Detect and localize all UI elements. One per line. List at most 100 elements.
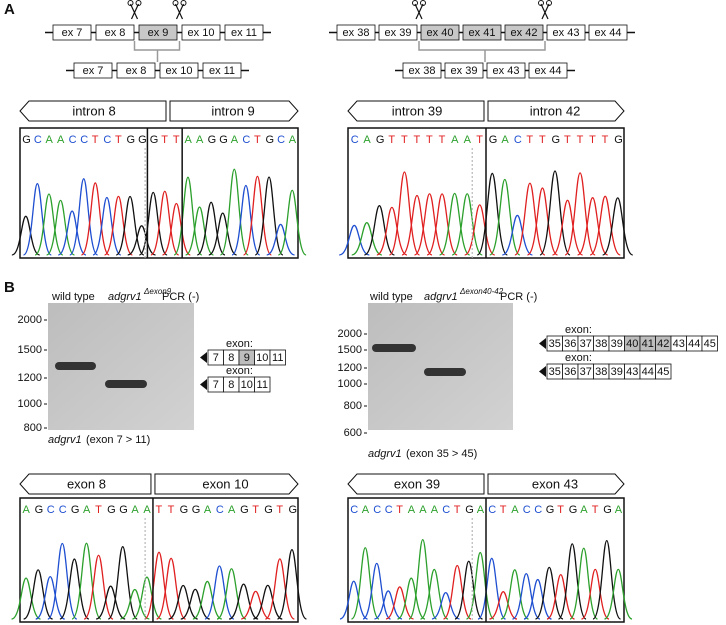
scissors	[175, 3, 185, 20]
construct-exon-label: 38	[595, 366, 607, 378]
construct-exon-label: 39	[611, 338, 623, 350]
exon-label: ex 10	[166, 65, 193, 77]
exon-label: ex 41	[469, 27, 496, 39]
scissors	[174, 3, 184, 20]
gel-image	[368, 303, 513, 430]
trace-peak	[443, 564, 472, 620]
trace-peak	[216, 568, 247, 620]
trace-peak	[228, 583, 259, 620]
construct-exon-label: 37	[580, 366, 592, 378]
exon-box	[202, 62, 242, 79]
lane-superscript: Δexon9	[143, 287, 172, 296]
region-arrow	[19, 100, 167, 122]
exon-label: ex 43	[493, 65, 520, 77]
exon-label: ex 7	[62, 27, 83, 39]
region-arrow	[347, 100, 485, 122]
trace-peak	[219, 168, 249, 256]
construct-exon-label: 11	[257, 379, 268, 391]
trace-peak	[240, 590, 271, 620]
construct-exon-label: 36	[564, 338, 576, 350]
trace-peak	[150, 190, 180, 256]
scissors	[412, 0, 418, 6]
trace-peak	[95, 585, 126, 620]
trace-peak	[57, 210, 87, 256]
trace-peak	[339, 580, 368, 620]
trace-peak	[569, 547, 599, 620]
trace-peak	[362, 562, 391, 620]
trace-peak	[602, 197, 634, 256]
trace-peak	[242, 175, 272, 256]
gel-band	[372, 344, 416, 352]
exon-box	[420, 24, 460, 41]
region-label: exon 43	[532, 476, 578, 491]
exon-label: ex 38	[343, 27, 370, 39]
exon-label: ex 8	[126, 65, 147, 77]
trace-peak	[180, 588, 210, 620]
scissors	[538, 0, 544, 6]
ladder-label: 600	[344, 427, 362, 439]
splice-link	[133, 41, 181, 51]
trace-peak	[231, 184, 261, 256]
trace-peak	[351, 222, 383, 256]
trace-peak	[465, 551, 495, 620]
trace-peak	[196, 201, 226, 256]
exon-label: ex 42	[511, 27, 538, 39]
trace-peak	[431, 591, 460, 620]
construct-exon	[655, 363, 672, 380]
exon-box	[52, 24, 92, 41]
exon-label: ex 44	[595, 27, 622, 39]
trace-peak	[155, 557, 187, 620]
trace-peak	[401, 194, 433, 256]
trace-peak	[143, 551, 175, 620]
exon-label: ex 11	[231, 27, 257, 39]
trace-peak	[266, 223, 295, 256]
scissors	[420, 0, 426, 6]
trace-peak	[477, 557, 507, 620]
exon-label: ex 7	[83, 65, 104, 77]
trace-peak	[92, 196, 122, 256]
trace-peak	[11, 577, 41, 620]
gel-band	[424, 368, 466, 376]
region-label: intron 8	[72, 103, 115, 118]
construct-arrow	[200, 379, 207, 390]
construct-exon-label: 43	[673, 338, 685, 350]
trace-peak	[374, 590, 403, 620]
region-label: intron 9	[211, 103, 254, 118]
trace-peak	[512, 572, 541, 620]
trace-peak	[120, 588, 150, 620]
ladder-label: 1500	[338, 344, 362, 356]
construct-exon-label: 8	[228, 352, 234, 364]
trace-peak	[83, 554, 114, 620]
exon-box	[138, 24, 178, 41]
exon-box	[159, 62, 199, 79]
trace-peak	[577, 197, 609, 256]
panel-label: A	[4, 1, 15, 18]
construct-exon-label: 8	[228, 379, 234, 391]
trace-peak	[523, 578, 552, 620]
scissors	[172, 0, 179, 6]
construct-exon-label: 9	[244, 352, 250, 364]
trace-peak	[253, 584, 283, 620]
ladder-label: 800	[24, 422, 42, 434]
exon-label: ex 39	[451, 65, 478, 77]
construct-exon-label: 45	[657, 366, 669, 378]
region-arrow	[487, 100, 625, 122]
region-arrow	[19, 473, 152, 495]
gel-caption: adgrv1	[48, 434, 82, 446]
scissors	[135, 0, 142, 6]
exon-box	[462, 24, 502, 41]
exon-box	[224, 24, 264, 41]
trace-peak	[397, 577, 426, 620]
trace-peak	[388, 171, 421, 256]
gel-caption: (exon 7 > 11)	[86, 434, 150, 446]
scissors	[540, 3, 549, 20]
trace-peak	[208, 212, 237, 256]
splice-link	[418, 41, 546, 51]
trace-peak	[526, 187, 559, 256]
construct-exon	[269, 349, 286, 366]
